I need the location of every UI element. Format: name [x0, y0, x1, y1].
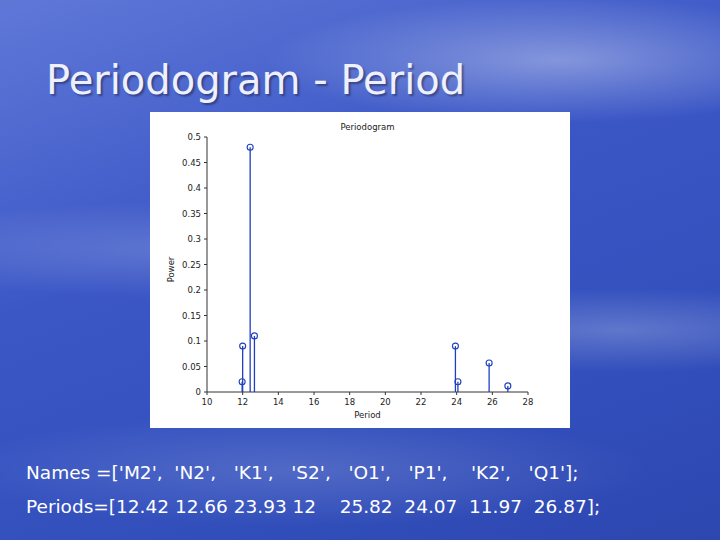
x-tick-label: 18: [344, 397, 355, 407]
y-tick: [204, 239, 207, 240]
y-tick: [204, 290, 207, 291]
x-tick: [242, 392, 243, 395]
y-tick: [204, 366, 207, 367]
stem-marker: [455, 379, 461, 385]
x-tick-label: 26: [487, 397, 498, 407]
stem-marker: [452, 343, 458, 349]
x-tick-label: 22: [416, 397, 427, 407]
y-tick-label: 0.45: [182, 158, 201, 168]
marks: [239, 144, 511, 392]
x-axis-label: Period: [354, 410, 381, 420]
y-tick: [204, 264, 207, 265]
chart-title: Periodogram: [340, 122, 394, 132]
y-tick: [204, 315, 207, 316]
x-tick: [456, 392, 457, 395]
x-tick: [385, 392, 386, 395]
stem-marker: [486, 360, 492, 366]
x-tick-label: 14: [273, 397, 284, 407]
stem: [250, 147, 251, 392]
y-tick-label: 0.1: [187, 336, 201, 346]
slide-text-line: Periods=[12.42 12.66 23.93 12 25.82 24.0…: [26, 496, 600, 517]
stem: [254, 336, 255, 392]
y-tick-label: 0.25: [182, 260, 201, 270]
y-tick-label: 0.15: [182, 311, 201, 321]
x-tick-label: 24: [451, 397, 462, 407]
stem-marker: [247, 144, 253, 150]
y-tick-label: 0.4: [187, 183, 201, 193]
x-tick-label: 20: [380, 397, 391, 407]
x-tick: [314, 392, 315, 395]
y-tick: [204, 162, 207, 163]
y-tick-label: 0.35: [182, 209, 201, 219]
y-tick: [204, 137, 207, 138]
y-tick-label: 0: [196, 387, 201, 397]
x-tick-label: 12: [237, 397, 248, 407]
stem: [241, 382, 242, 392]
y-tick-label: 0.2: [187, 285, 201, 295]
x-tick-label: 10: [202, 397, 213, 407]
stem-marker: [240, 343, 246, 349]
y-tick: [204, 188, 207, 189]
stem-marker: [505, 383, 511, 389]
stem: [457, 382, 458, 392]
y-tick: [204, 341, 207, 342]
stem-marker: [251, 333, 257, 339]
x-axis-line: [207, 392, 528, 393]
x-tick: [492, 392, 493, 395]
x-tick-label: 28: [523, 397, 534, 407]
stem: [488, 363, 489, 392]
slide-title: Periodogram - Period: [46, 57, 465, 103]
stem: [455, 346, 456, 392]
y-axis-label: Power: [166, 256, 176, 282]
x-tick: [278, 392, 279, 395]
y-tick: [204, 213, 207, 214]
x-tick: [421, 392, 422, 395]
slide-text-line: Names =['M2', 'N2', 'K1', 'S2', 'O1', 'P…: [26, 462, 579, 483]
x-tick: [207, 392, 208, 395]
y-tick-label: 0.5: [187, 132, 201, 142]
chart-background: [150, 112, 570, 428]
stem-marker: [239, 379, 245, 385]
x-tick: [528, 392, 529, 395]
x-tick-label: 16: [309, 397, 320, 407]
y-tick-label: 0.05: [182, 362, 201, 372]
y-tick-label: 0.3: [187, 234, 201, 244]
x-tick: [349, 392, 350, 395]
